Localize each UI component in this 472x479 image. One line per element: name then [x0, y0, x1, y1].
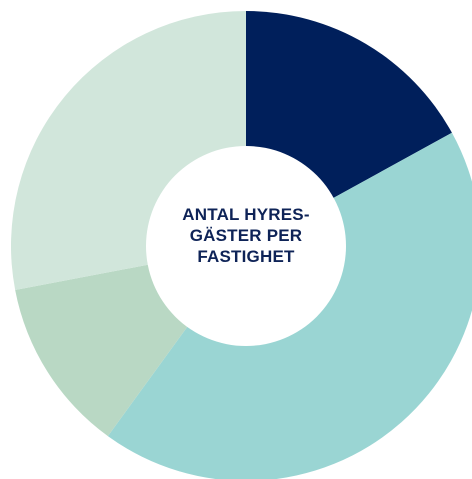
chart-title-line-1: ANTAL HYRES-	[182, 205, 310, 224]
chart-title-line-3: FASTIGHET	[197, 247, 295, 266]
chart-title-line-2: GÄSTER PER	[189, 226, 303, 245]
donut-hole	[146, 146, 346, 346]
chart-title: ANTAL HYRES- GÄSTER PER FASTIGHET	[146, 204, 346, 267]
